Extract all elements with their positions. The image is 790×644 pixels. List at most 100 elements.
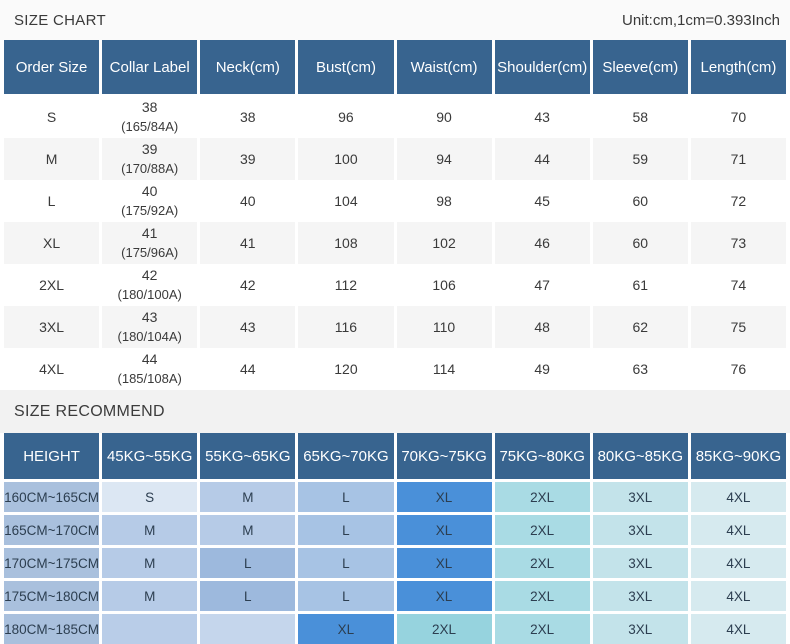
recommend-size-cell: M [200, 482, 296, 512]
size-chart-column-header: Length(cm) [690, 40, 786, 94]
collar-label-cell: 39 (170/88A) [102, 138, 198, 180]
waist-cell: 90 [396, 96, 492, 138]
waist-cell: 114 [396, 348, 492, 390]
neck-cell: 40 [200, 180, 296, 222]
collar-label-sub: (185/108A) [117, 371, 182, 386]
order-size-cell: 3XL [4, 306, 100, 348]
recommend-row: 175CM~180CM M L L XL 2XL 3XL 4XL [0, 581, 790, 611]
recommend-column-header: 45KG~55KG [102, 433, 198, 479]
recommend-size-cell: L [200, 581, 296, 611]
recommend-size-cell: L [200, 548, 296, 578]
size-chart-column-header: Sleeve(cm) [592, 40, 688, 94]
size-chart-row: XL 41 (175/96A) 41 108 102 46 60 73 [0, 222, 790, 264]
recommend-size-cell: L [298, 548, 394, 578]
order-size-cell: L [4, 180, 100, 222]
recommend-size-cell: M [200, 515, 296, 545]
height-cell: 180CM~185CM [4, 614, 100, 644]
recommend-row: 165CM~170CM M M L XL 2XL 3XL 4XL [0, 515, 790, 545]
collar-label-sub: (175/96A) [121, 245, 179, 260]
recommend-column-header: 70KG~75KG [396, 433, 492, 479]
shoulder-cell: 46 [494, 222, 590, 264]
size-chart-titlebar: SIZE CHART Unit:cm,1cm=0.393Inch [0, 0, 790, 40]
recommend-size-cell: S [102, 482, 198, 512]
recommend-column-header: 65KG~70KG [298, 433, 394, 479]
recommend-column-header: 75KG~80KG [494, 433, 590, 479]
recommend-size-cell: 2XL [396, 614, 492, 644]
sleeve-cell: 59 [592, 138, 688, 180]
height-cell: 170CM~175CM [4, 548, 100, 578]
bust-cell: 120 [298, 348, 394, 390]
recommend-size-cell: L [298, 482, 394, 512]
recommend-size-cell: 3XL [592, 548, 688, 578]
shoulder-cell: 43 [494, 96, 590, 138]
neck-cell: 38 [200, 96, 296, 138]
shoulder-cell: 47 [494, 264, 590, 306]
order-size-cell: 4XL [4, 348, 100, 390]
neck-cell: 43 [200, 306, 296, 348]
recommend-column-header: 85KG~90KG [690, 433, 786, 479]
height-cell: 160CM~165CM [4, 482, 100, 512]
recommend-size-cell: XL [396, 482, 492, 512]
recommend-column-header: 55KG~65KG [200, 433, 296, 479]
recommend-size-cell: 4XL [690, 581, 786, 611]
recommend-size-cell: 2XL [494, 482, 590, 512]
recommend-size-cell: XL [396, 581, 492, 611]
recommend-titlebar: SIZE RECOMMEND [0, 390, 790, 433]
size-chart-column-header: Bust(cm) [298, 40, 394, 94]
waist-cell: 94 [396, 138, 492, 180]
collar-label-cell: 44 (185/108A) [102, 348, 198, 390]
height-cell: 175CM~180CM [4, 581, 100, 611]
waist-cell: 110 [396, 306, 492, 348]
recommend-column-header: HEIGHT [4, 433, 100, 479]
recommend-title: SIZE RECOMMEND [14, 402, 165, 420]
collar-label-sub: (170/88A) [121, 161, 179, 176]
sleeve-cell: 58 [592, 96, 688, 138]
recommend-header-row: HEIGHT 45KG~55KG 55KG~65KG 65KG~70KG 70KG~75… [0, 433, 790, 479]
recommend-size-cell: 4XL [690, 548, 786, 578]
collar-label-cell: 38 (165/84A) [102, 96, 198, 138]
collar-label-sub: (175/92A) [121, 203, 179, 218]
height-cell: 165CM~170CM [4, 515, 100, 545]
waist-cell: 102 [396, 222, 492, 264]
recommend-size-cell: 3XL [592, 482, 688, 512]
recommend-column-header: 80KG~85KG [592, 433, 688, 479]
bust-cell: 112 [298, 264, 394, 306]
recommend-body: 160CM~165CM S M L XL 2XL 3XL 4XL 165CM~170CM M M L X… [0, 482, 790, 644]
size-chart-row: 2XL 42 (180/100A) 42 112 106 47 61 74 [0, 264, 790, 306]
bust-cell: 96 [298, 96, 394, 138]
length-cell: 74 [690, 264, 786, 306]
shoulder-cell: 44 [494, 138, 590, 180]
shoulder-cell: 49 [494, 348, 590, 390]
length-cell: 70 [690, 96, 786, 138]
shoulder-cell: 48 [494, 306, 590, 348]
collar-label-value: 44 [141, 351, 158, 367]
collar-label-value: 42 [141, 267, 158, 283]
size-chart-column-header: Collar Label [102, 40, 198, 94]
recommend-row: 180CM~185CM XL 2XL 2XL 3XL 4XL [0, 614, 790, 644]
bust-cell: 108 [298, 222, 394, 264]
size-chart-column-header: Waist(cm) [396, 40, 492, 94]
order-size-cell: S [4, 96, 100, 138]
recommend-size-cell: 3XL [592, 581, 688, 611]
size-chart-row: 3XL 43 (180/104A) 43 116 110 48 62 75 [0, 306, 790, 348]
neck-cell: 39 [200, 138, 296, 180]
recommend-size-cell [200, 614, 296, 644]
size-chart-row: L 40 (175/92A) 40 104 98 45 60 72 [0, 180, 790, 222]
collar-label-value: 39 [141, 141, 158, 157]
collar-label-value: 38 [141, 99, 158, 115]
recommend-size-cell: 4XL [690, 614, 786, 644]
recommend-size-cell: 3XL [592, 614, 688, 644]
bust-cell: 104 [298, 180, 394, 222]
collar-label-cell: 42 (180/100A) [102, 264, 198, 306]
size-chart-column-header: Order Size [4, 40, 100, 94]
collar-label-cell: 41 (175/96A) [102, 222, 198, 264]
bust-cell: 100 [298, 138, 394, 180]
collar-label-sub: (180/100A) [117, 287, 182, 302]
recommend-size-cell: L [298, 581, 394, 611]
sleeve-cell: 60 [592, 222, 688, 264]
recommend-size-cell: L [298, 515, 394, 545]
recommend-size-cell: 3XL [592, 515, 688, 545]
unit-note: Unit:cm,1cm=0.393Inch [622, 11, 780, 29]
recommend-size-cell: XL [396, 548, 492, 578]
